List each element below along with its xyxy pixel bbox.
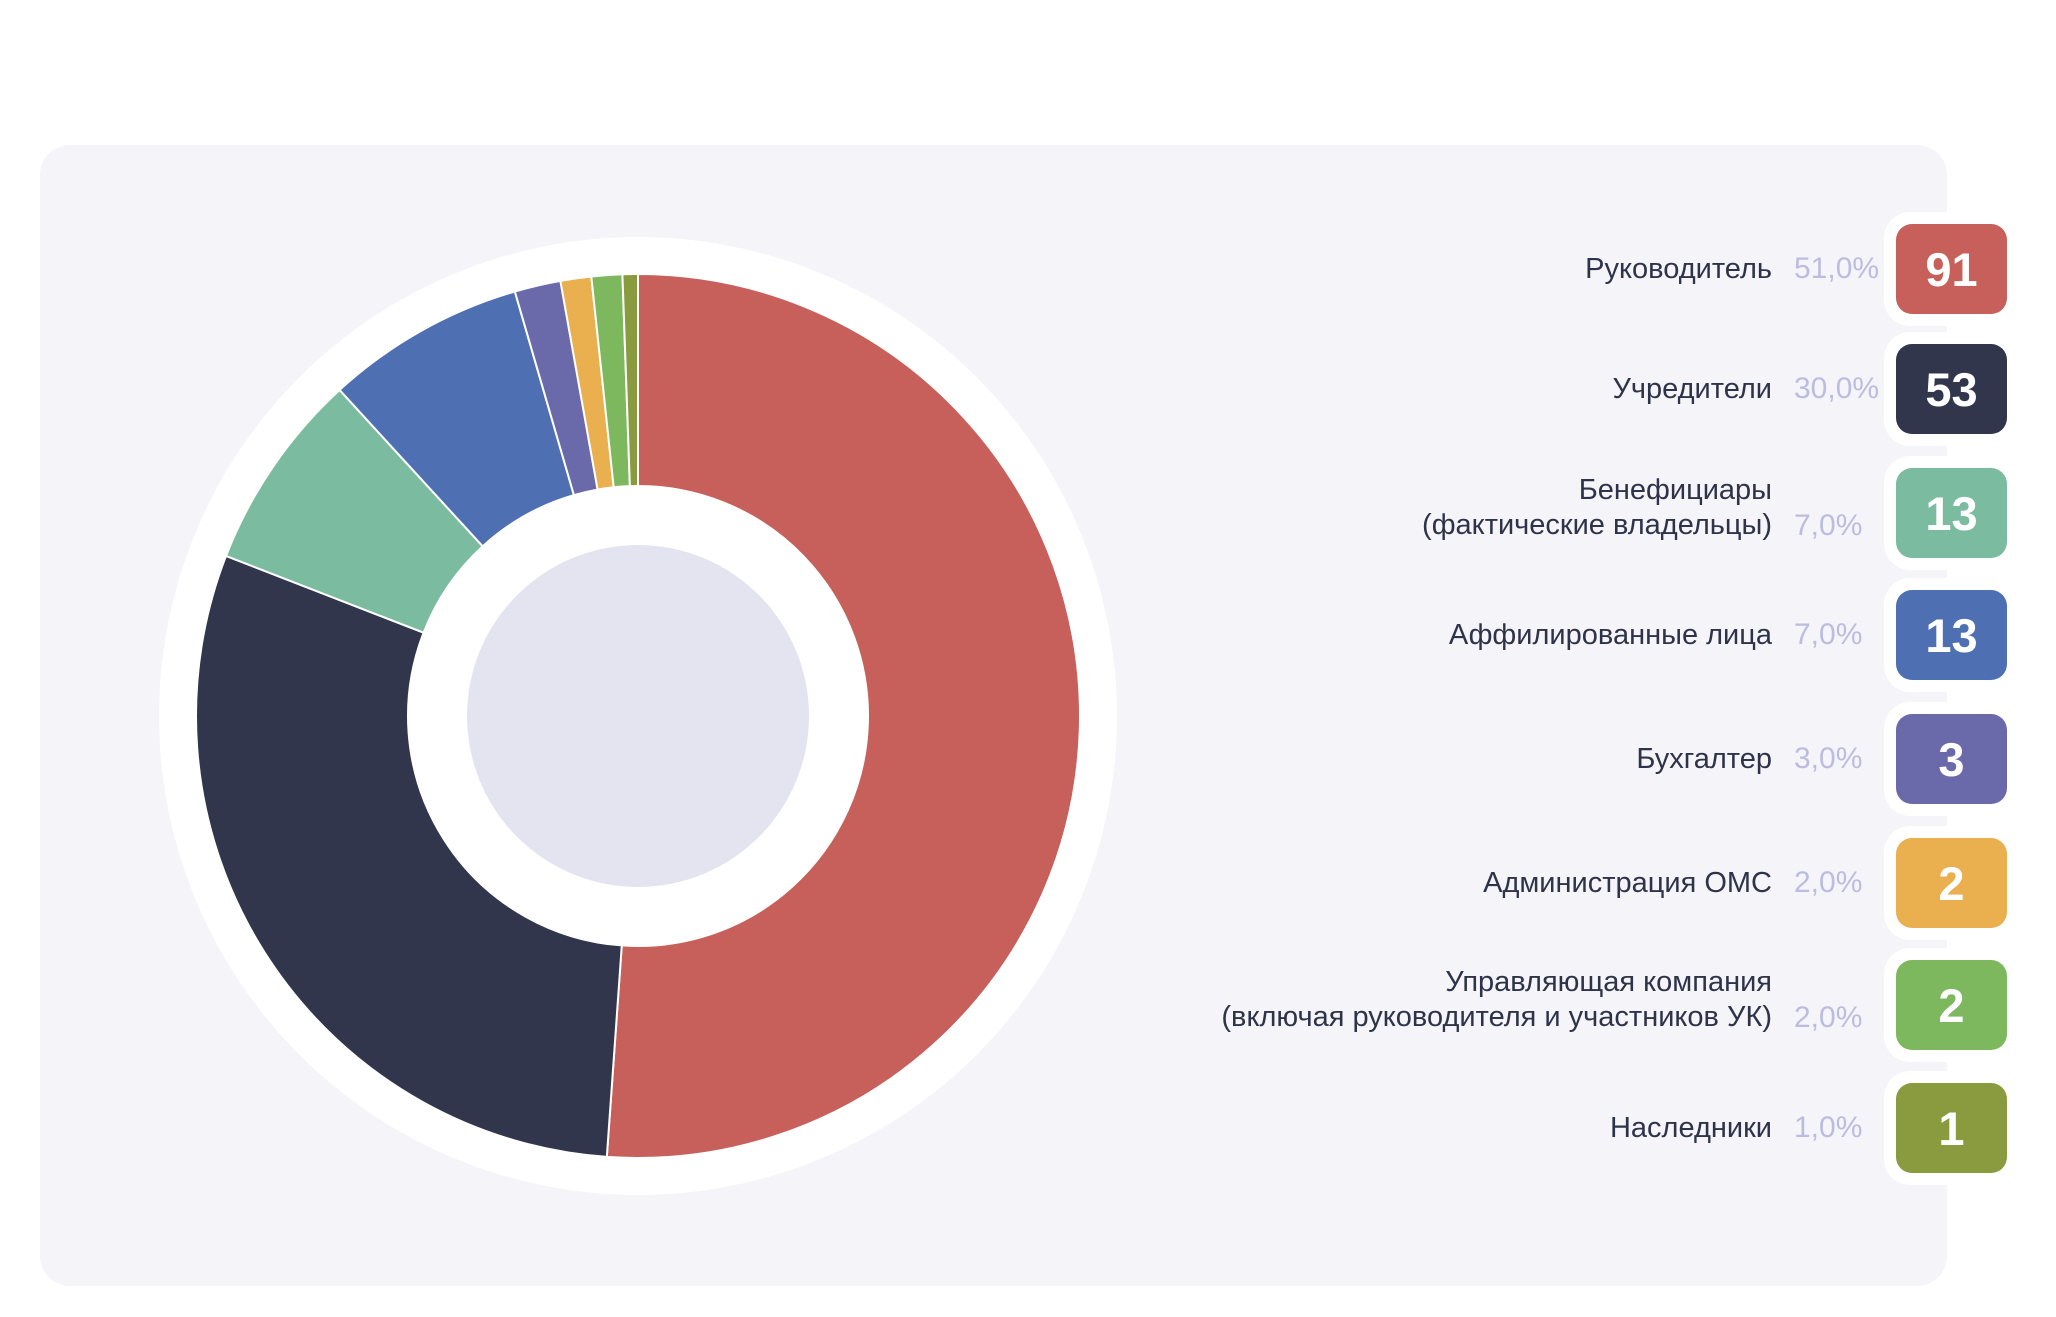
legend-label-line: Учредители: [1612, 372, 1772, 405]
legend-label: Наследники: [1072, 1111, 1772, 1146]
badge-halo: 91: [1884, 212, 2007, 326]
donut-center: [467, 545, 809, 887]
badge-halo: 53: [1884, 332, 2007, 446]
legend-item[interactable]: Наследники 1,0% 1: [1072, 1071, 2007, 1185]
donut-chart: [159, 237, 1117, 1195]
legend-count-badge: 13: [1896, 468, 2007, 558]
legend-label-line: Наследники: [1609, 1111, 1772, 1144]
badge-halo: 2: [1884, 948, 2007, 1062]
legend-label: Руководитель: [1072, 252, 1772, 287]
badge-halo: 1: [1884, 1071, 2007, 1185]
badge-halo: 2: [1884, 826, 2007, 940]
legend-item[interactable]: Аффилированные лица 7,0% 13: [1072, 578, 2007, 692]
legend-count-badge: 1: [1896, 1083, 2007, 1173]
legend-count-badge: 3: [1896, 714, 2007, 804]
legend-label: Администрация ОМС: [1072, 866, 1772, 901]
legend-percent: 2,0%: [1794, 1001, 1863, 1034]
legend-item[interactable]: Администрация ОМС 2,0% 2: [1072, 826, 2007, 940]
legend-percent: 3,0%: [1794, 742, 1863, 775]
legend-label: Управляющая компания (включая руководител…: [1072, 965, 1772, 1035]
legend-label-line: (включая руководителя и участников УК): [1221, 1001, 1772, 1033]
legend-count-badge: 2: [1896, 960, 2007, 1050]
legend-item[interactable]: Учредители 30,0% 53: [1072, 332, 2007, 446]
badge-halo: 13: [1884, 578, 2007, 692]
badge-halo: 13: [1884, 456, 2007, 570]
legend-item[interactable]: Управляющая компания (включая руководител…: [1072, 948, 2007, 1062]
legend-count-badge: 53: [1896, 344, 2007, 434]
legend-count-badge: 2: [1896, 838, 2007, 928]
legend-label-line: Бенефициары: [1578, 474, 1772, 506]
legend-count-badge: 91: [1896, 224, 2007, 314]
legend-percent: 7,0%: [1794, 618, 1863, 651]
legend-item[interactable]: Бенефициары (фактические владельцы) 7,0% 13: [1072, 456, 2007, 570]
legend-label-line: Бухгалтер: [1636, 742, 1772, 775]
legend-label-line: Руководитель: [1585, 252, 1772, 285]
legend-item[interactable]: Руководитель 51,0% 91: [1072, 212, 2007, 326]
legend-label: Бухгалтер: [1072, 742, 1772, 777]
legend-percent: 7,0%: [1794, 509, 1863, 542]
legend-label-line: (фактические владельцы): [1422, 509, 1772, 541]
legend-item[interactable]: Бухгалтер 3,0% 3: [1072, 702, 2007, 816]
legend-count-badge: 13: [1896, 590, 2007, 680]
legend-label-line: Управляющая компания: [1445, 966, 1772, 998]
legend-percent: 1,0%: [1794, 1111, 1863, 1144]
legend-label: Учредители: [1072, 372, 1772, 407]
badge-halo: 3: [1884, 702, 2007, 816]
legend-percent: 51,0%: [1794, 252, 1880, 285]
legend-label-line: Аффилированные лица: [1448, 618, 1772, 651]
legend-percent: 2,0%: [1794, 866, 1863, 899]
legend-label: Бенефициары (фактические владельцы): [1072, 473, 1772, 543]
legend-percent: 30,0%: [1794, 372, 1880, 405]
legend-label: Аффилированные лица: [1072, 618, 1772, 653]
legend-label-line: Администрация ОМС: [1483, 866, 1772, 899]
